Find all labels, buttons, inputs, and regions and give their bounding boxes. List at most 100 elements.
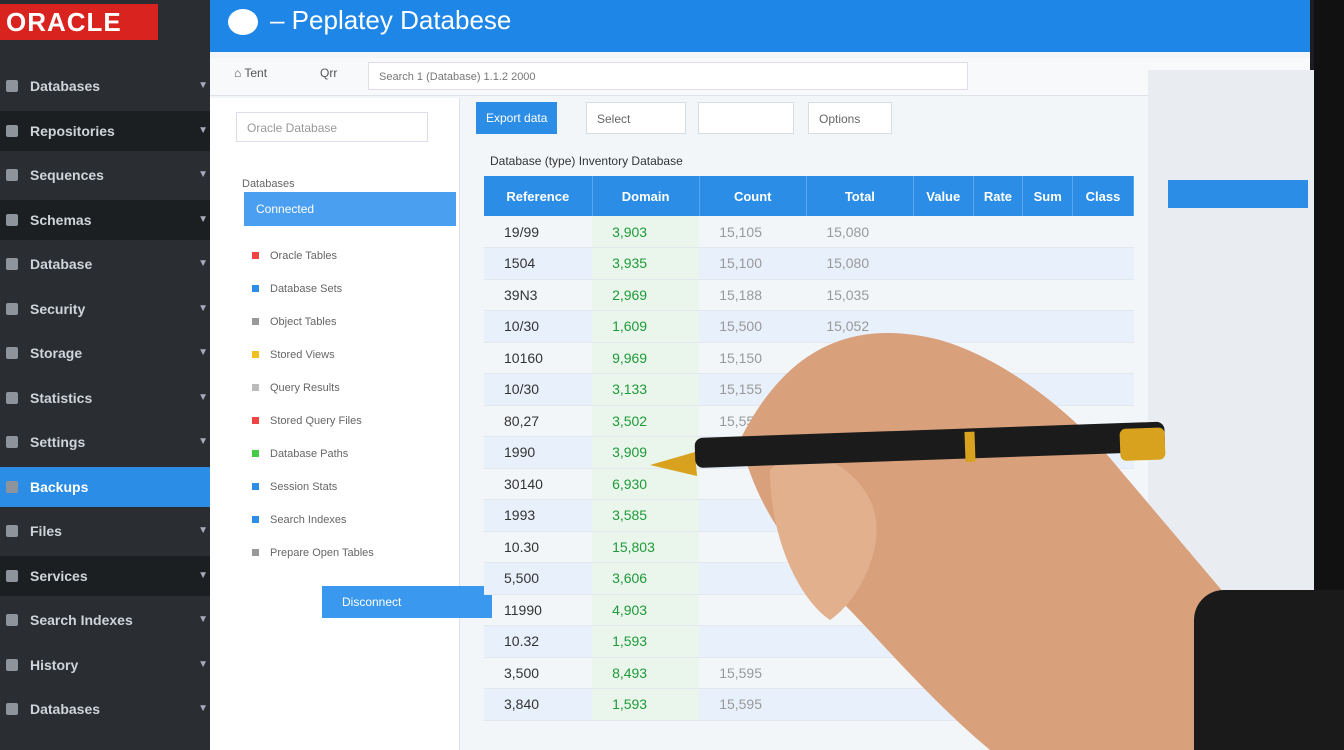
tab-label: Tent (244, 66, 268, 80)
sidebar-item[interactable]: Database ▼ (0, 244, 230, 284)
tree-item-label: Database Sets (270, 283, 343, 295)
tree-item[interactable]: Database Paths (252, 448, 349, 460)
column-header[interactable]: Reference (484, 176, 593, 216)
sidebar-icon (6, 569, 18, 582)
table-cell (699, 562, 807, 595)
sidebar-item-label: Backups (30, 478, 89, 495)
sidebar-item-label: Storage (30, 345, 83, 361)
sidebar-item[interactable]: Security ▼ (0, 289, 230, 329)
database-select[interactable]: Oracle Database (236, 112, 428, 142)
table-cell (1072, 342, 1134, 374)
tree-item-label: Stored Query Files (270, 415, 362, 427)
table-cell: 10/30 (484, 373, 593, 406)
disconnect-button[interactable]: Disconnect (322, 586, 492, 618)
tree-section[interactable]: Databases (242, 178, 295, 190)
tree-item[interactable]: Database Sets (252, 283, 343, 295)
tree-item-label: Prepare Open Tables (270, 547, 374, 559)
address-bar[interactable]: Search 1 (Database) 1.1.2 2000 (368, 62, 968, 90)
table-row[interactable]: 39N3 2,969 15,188 15,035 (484, 279, 1134, 311)
sidebar-icon (6, 124, 18, 137)
table-cell (1022, 279, 1073, 311)
table-cell (913, 279, 974, 311)
tree-item-icon (252, 351, 259, 358)
table-cell: 15,595 (699, 657, 807, 689)
sidebar-item[interactable]: Databases ▼ (0, 689, 230, 729)
table-cell: 15,100 (699, 247, 807, 280)
tree-item[interactable]: Object Tables (252, 316, 336, 328)
tree-item-selected[interactable]: Connected (244, 192, 456, 226)
chevron-down-icon: ▼ (198, 347, 208, 358)
column-header[interactable]: Total (806, 176, 914, 216)
chevron-down-icon: ▼ (198, 169, 208, 180)
table-cell: 3,133 (592, 373, 700, 406)
sidebar-item[interactable]: Search Indexes ▼ (0, 600, 230, 640)
export-button[interactable]: Export data (476, 102, 558, 134)
tree-item[interactable]: Prepare Open Tables (252, 547, 374, 559)
column-header[interactable]: Sum (1022, 176, 1074, 216)
tree-item-label: Oracle Tables (270, 250, 338, 262)
sidebar-item[interactable]: Services ▼ (0, 555, 230, 596)
sidebar-item-label: Sequences (30, 167, 104, 183)
column-header[interactable]: Value (913, 176, 974, 216)
table-cell (699, 594, 807, 626)
sidebar-icon (6, 347, 18, 359)
tree-item[interactable]: Stored Query Files (252, 415, 362, 427)
table-cell: 1504 (484, 247, 593, 280)
table-cell: 80,27 (484, 405, 593, 437)
sidebar-item-label: Statistics (30, 389, 93, 406)
tree-item[interactable]: Query Results (252, 382, 340, 394)
tab-query[interactable]: Qrr (320, 66, 338, 80)
sidebar-icon (6, 525, 18, 537)
table-cell: 15,035 (806, 279, 914, 311)
table-row[interactable]: 19/99 3,903 15,105 15,080 (484, 216, 1134, 248)
sidebar-item[interactable]: Storage ▼ (0, 333, 230, 373)
tree-item-label: Database Paths (270, 448, 349, 460)
table-cell: 1990 (484, 436, 593, 469)
table-cell: 15,080 (806, 247, 914, 280)
search-input[interactable] (698, 102, 794, 134)
tree-item[interactable]: Oracle Tables (252, 250, 338, 262)
oracle-logo: ORACLE (0, 4, 158, 40)
table-cell: 3,840 (484, 688, 593, 721)
sidebar-item[interactable]: Backups▼ (0, 466, 250, 507)
table-row[interactable]: 1504 3,935 15,100 15,080 (484, 247, 1134, 280)
options-dropdown[interactable]: Options (808, 102, 892, 134)
table-caption: Database (type) Inventory Database (490, 154, 683, 168)
table-cell (913, 247, 974, 280)
sidebar-item[interactable]: Files ▼ (0, 511, 230, 551)
sidebar-icon (6, 703, 18, 715)
filter-dropdown[interactable]: Select (586, 102, 686, 134)
table-cell: 10.30 (484, 531, 593, 563)
column-header[interactable]: Rate (973, 176, 1024, 216)
column-header[interactable]: Domain (592, 176, 700, 216)
sidebar-item[interactable]: Statistics ▼ (0, 378, 230, 418)
tree-item[interactable]: Search Indexes (252, 514, 346, 526)
properties-button[interactable] (1168, 180, 1308, 208)
sidebar-item[interactable]: Databases ▼ (0, 66, 230, 106)
sidebar-icon (6, 213, 18, 226)
chevron-down-icon: ▼ (198, 391, 208, 403)
toolbar: ⌂ Tent Qrr Search 1 (Database) 1.1.2 200… (210, 58, 1310, 96)
table-cell: 15,150 (699, 342, 807, 374)
sidebar: ORACLE Databases ▼ Repositories ▼ Sequences ▼… (0, 0, 250, 750)
chevron-down-icon: ▼ (198, 703, 208, 714)
sidebar-item[interactable]: History ▼ (0, 645, 230, 685)
table-cell (699, 625, 807, 658)
tab-home[interactable]: ⌂ Tent (234, 66, 268, 80)
tree-item[interactable]: Stored Views (252, 349, 335, 361)
tree-item-icon (252, 483, 259, 490)
column-header[interactable]: Class (1072, 176, 1134, 216)
sidebar-item[interactable]: Settings ▼ (0, 422, 230, 462)
sidebar-item[interactable]: Sequences ▼ (0, 155, 230, 195)
table-cell (1072, 310, 1134, 343)
table-cell (1022, 310, 1073, 343)
sidebar-item[interactable]: Schemas ▼ (0, 199, 230, 240)
table-cell: 1993 (484, 499, 593, 532)
table-cell: 3,935 (592, 247, 700, 280)
table-cell: 2,969 (592, 279, 700, 311)
sidebar-item[interactable]: Repositories ▼ (0, 110, 230, 151)
table-cell: 1,609 (592, 310, 700, 343)
tree-item[interactable]: Session Stats (252, 481, 337, 493)
column-header[interactable]: Count (699, 176, 807, 216)
tree-item-label: Query Results (270, 382, 340, 394)
